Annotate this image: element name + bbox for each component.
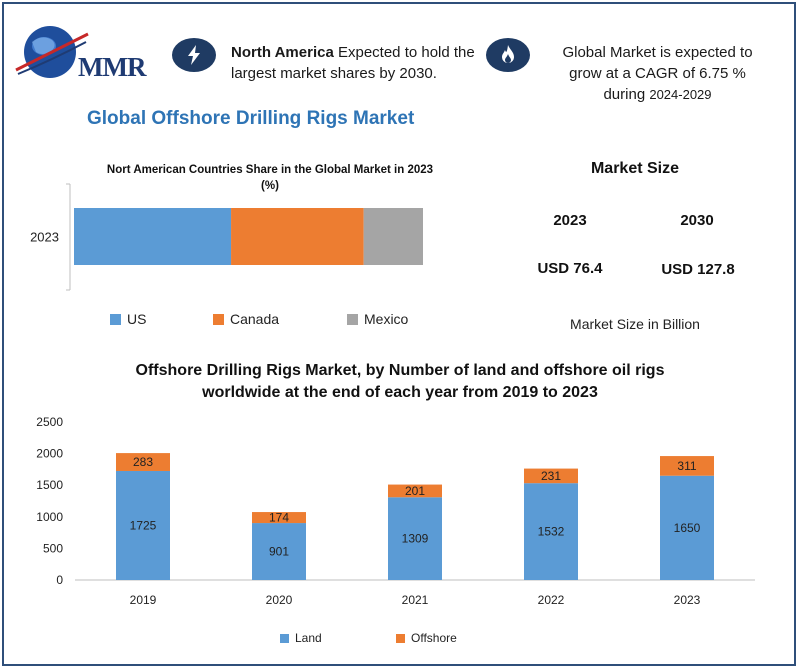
land-data-label: 1650 — [674, 521, 701, 535]
legend-us-swatch — [110, 313, 121, 325]
offshore-bar — [524, 468, 578, 484]
x-tick-label: 2021 — [402, 593, 429, 607]
y-tick-label: 2000 — [36, 447, 63, 461]
market-size-note: Market Size in Billion — [570, 316, 700, 332]
legend-offshore-swatch — [396, 633, 405, 643]
land-bar — [116, 470, 170, 580]
highlight-bold: North America — [231, 44, 334, 61]
offshore-bar — [252, 512, 306, 524]
x-tick-label: 2022 — [538, 593, 565, 607]
market-size-year-2030: 2030 — [680, 212, 714, 229]
legend-offshore-label: Offshore — [411, 631, 457, 645]
land-data-label: 1309 — [402, 532, 429, 546]
logo-text: MMR — [78, 52, 146, 82]
cagr-line3a: during — [603, 86, 650, 103]
lightning-badge — [172, 38, 216, 72]
globe-icon — [15, 26, 89, 78]
x-tick-label: 2020 — [266, 593, 293, 607]
share-chart-title-line2: (%) — [261, 180, 279, 192]
share-chart: 2023 — [30, 183, 423, 291]
legend-mexico: Mexico — [347, 311, 408, 327]
market-size-heading: Market Size — [590, 160, 680, 177]
land-data-label: 901 — [269, 545, 289, 559]
offshore-data-label: 231 — [541, 469, 561, 483]
main-title: Global Offshore Drilling Rigs Market — [87, 108, 415, 129]
legend-mexico-swatch — [347, 313, 358, 325]
land-data-label: 1725 — [130, 518, 157, 532]
cagr-line2: grow at a CAGR of 6.75 % — [569, 65, 746, 82]
cagr-line3: during 2024-2029 — [540, 84, 775, 105]
north-america-highlight: North America Expected to hold the large… — [231, 42, 476, 84]
share-chart-title: Nort American Countries Share in the Glo… — [80, 162, 460, 194]
legend-offshore: Offshore — [396, 631, 457, 645]
legend-land-swatch — [280, 633, 289, 643]
legend-land-label: Land — [295, 631, 322, 645]
land-data-label: 1532 — [538, 525, 565, 539]
market-size-value-2023: USD 76.4 — [537, 260, 603, 277]
offshore-bar — [116, 453, 170, 471]
share-category-label: 2023 — [30, 230, 59, 245]
lightning-icon — [188, 45, 200, 65]
y-tick-label: 2500 — [36, 415, 63, 429]
offshore-bar — [388, 484, 442, 498]
legend-canada-swatch — [213, 313, 224, 325]
x-tick-label: 2023 — [674, 593, 701, 607]
market-size-year-2023: 2023 — [553, 212, 587, 229]
rigs-chart-title-line1: Offshore Drilling Rigs Market, by Number… — [135, 362, 665, 379]
share-chart-title-line1: Nort American Countries Share in the Glo… — [106, 164, 434, 176]
share-bar-mexico — [363, 208, 423, 265]
highlight-rest: Expected to hold the largest market shar… — [231, 44, 475, 82]
legend-canada-label: Canada — [230, 311, 280, 327]
land-bar — [252, 523, 306, 580]
flame-icon — [502, 45, 514, 63]
cagr-line1: Global Market is expected to — [562, 44, 753, 61]
legend-canada: Canada — [213, 311, 279, 327]
offshore-data-label: 283 — [133, 455, 153, 469]
y-tick-label: 500 — [43, 541, 63, 555]
y-tick-label: 0 — [56, 573, 63, 587]
rigs-chart: 0 500 1000 1500 2000 2500 1725 283 2019 901 174 202… — [36, 415, 755, 607]
cagr-highlight: Global Market is expected to grow at a C… — [540, 42, 775, 105]
offshore-data-label: 201 — [405, 484, 425, 498]
legend-us-label: US — [127, 311, 147, 327]
offshore-data-label: 311 — [677, 459, 696, 473]
flame-badge — [486, 38, 530, 72]
legend-land: Land — [280, 631, 322, 645]
offshore-data-label: 174 — [269, 511, 289, 525]
rigs-chart-title: Offshore Drilling Rigs Market, by Number… — [80, 360, 720, 404]
offshore-bar — [660, 456, 714, 476]
legend-mexico-label: Mexico — [364, 311, 409, 327]
land-bar — [660, 475, 714, 580]
rigs-chart-title-line2: worldwide at the end of each year from 2… — [202, 384, 598, 401]
cagr-period: 2024-2029 — [649, 87, 712, 102]
land-bar — [524, 483, 578, 580]
market-size-value-2030: USD 127.8 — [661, 261, 735, 278]
land-bar — [388, 497, 442, 580]
x-tick-label: 2019 — [130, 593, 157, 607]
share-bar-canada — [231, 208, 364, 265]
share-bar-us — [74, 208, 232, 265]
y-tick-label: 1500 — [36, 478, 63, 492]
legend-us: US — [110, 311, 146, 327]
y-tick-label: 1000 — [36, 510, 63, 524]
